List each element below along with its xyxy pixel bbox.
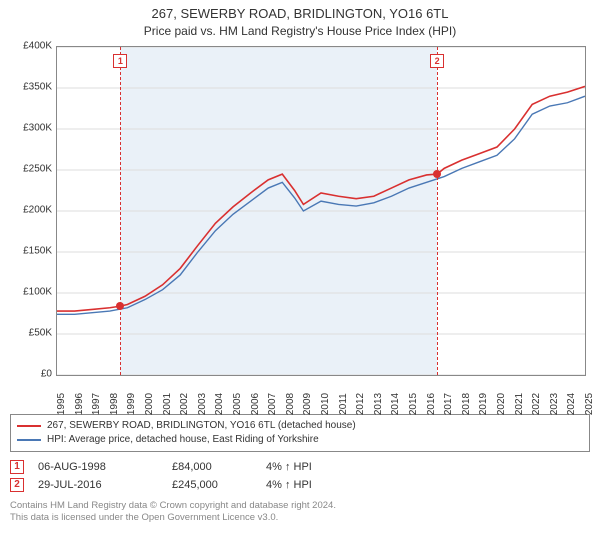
chart-subtitle: Price paid vs. HM Land Registry's House … (10, 24, 590, 38)
x-tick-label: 2003 (197, 392, 208, 414)
x-tick-label: 2023 (549, 392, 560, 414)
y-tick-label: £100K (23, 286, 52, 297)
legend-item: HPI: Average price, detached house, East… (17, 433, 583, 447)
y-tick-label: £50K (29, 327, 52, 338)
x-tick-label: 2014 (390, 392, 401, 414)
x-tick-label: 2017 (443, 392, 454, 414)
x-tick-label: 2013 (373, 392, 384, 414)
sale-marker: 1 (113, 54, 127, 68)
legend-swatch (17, 439, 41, 441)
sale-dot (433, 170, 441, 178)
x-tick-label: 2007 (267, 392, 278, 414)
x-tick-label: 2000 (144, 392, 155, 414)
series-property (57, 86, 585, 311)
x-tick-label: 2011 (338, 393, 349, 415)
sale-date: 06-AUG-1998 (38, 461, 158, 473)
x-tick-label: 2005 (232, 392, 243, 414)
y-axis: £0£50K£100K£150K£200K£250K£300K£350K£400… (10, 46, 54, 376)
sales-table: 1 06-AUG-1998 £84,000 4% ↑ HPI 2 29-JUL-2016 £… (10, 458, 590, 494)
y-tick-label: £300K (23, 122, 52, 133)
x-tick-label: 2002 (179, 392, 190, 414)
sale-row-marker: 2 (10, 478, 24, 492)
y-tick-label: £0 (41, 368, 52, 379)
plot-area: 12 (56, 46, 586, 376)
x-tick-label: 2025 (584, 392, 595, 414)
sale-marker: 2 (430, 54, 444, 68)
legend-label: HPI: Average price, detached house, East… (47, 433, 319, 447)
sale-row-marker: 1 (10, 460, 24, 474)
x-tick-label: 2006 (250, 392, 261, 414)
footnote-line: This data is licensed under the Open Gov… (10, 512, 590, 524)
sale-date: 29-JUL-2016 (38, 479, 158, 491)
sale-vline (437, 47, 438, 375)
x-axis: 1995199619971998199920002001200220032004… (56, 376, 586, 408)
y-tick-label: £200K (23, 204, 52, 215)
y-tick-label: £250K (23, 163, 52, 174)
x-tick-label: 1997 (91, 392, 102, 414)
y-tick-label: £150K (23, 245, 52, 256)
sale-delta: 4% ↑ HPI (266, 461, 346, 473)
chart-area: £0£50K£100K£150K£200K£250K£300K£350K£400… (10, 46, 590, 408)
x-tick-label: 1995 (56, 392, 67, 414)
x-tick-label: 2019 (478, 392, 489, 414)
chart-title: 267, SEWERBY ROAD, BRIDLINGTON, YO16 6TL (10, 6, 590, 22)
footnote: Contains HM Land Registry data © Crown c… (10, 500, 590, 525)
x-tick-label: 1998 (109, 392, 120, 414)
sale-delta: 4% ↑ HPI (266, 479, 346, 491)
x-tick-label: 2021 (514, 392, 525, 414)
legend-label: 267, SEWERBY ROAD, BRIDLINGTON, YO16 6TL… (47, 419, 356, 433)
x-tick-label: 2001 (162, 392, 173, 414)
sale-dot (116, 302, 124, 310)
legend: 267, SEWERBY ROAD, BRIDLINGTON, YO16 6TL… (10, 414, 590, 452)
x-tick-label: 2022 (531, 392, 542, 414)
y-tick-label: £400K (23, 40, 52, 51)
sale-row: 1 06-AUG-1998 £84,000 4% ↑ HPI (10, 458, 590, 476)
x-tick-label: 2015 (408, 392, 419, 414)
y-tick-label: £350K (23, 81, 52, 92)
x-tick-label: 1999 (126, 392, 137, 414)
x-tick-label: 2009 (302, 392, 313, 414)
legend-swatch (17, 425, 41, 427)
sale-row: 2 29-JUL-2016 £245,000 4% ↑ HPI (10, 476, 590, 494)
legend-item: 267, SEWERBY ROAD, BRIDLINGTON, YO16 6TL… (17, 419, 583, 433)
x-tick-label: 2010 (320, 392, 331, 414)
x-tick-label: 2008 (285, 392, 296, 414)
x-tick-label: 2016 (426, 392, 437, 414)
chart-container: 267, SEWERBY ROAD, BRIDLINGTON, YO16 6TL… (0, 0, 600, 560)
sale-price: £84,000 (172, 461, 252, 473)
x-tick-label: 2020 (496, 392, 507, 414)
x-tick-label: 2024 (566, 392, 577, 414)
x-tick-label: 2018 (461, 392, 472, 414)
sale-vline (120, 47, 121, 375)
x-tick-label: 2004 (214, 392, 225, 414)
x-tick-label: 1996 (74, 392, 85, 414)
sale-price: £245,000 (172, 479, 252, 491)
footnote-line: Contains HM Land Registry data © Crown c… (10, 500, 590, 512)
x-tick-label: 2012 (355, 392, 366, 414)
